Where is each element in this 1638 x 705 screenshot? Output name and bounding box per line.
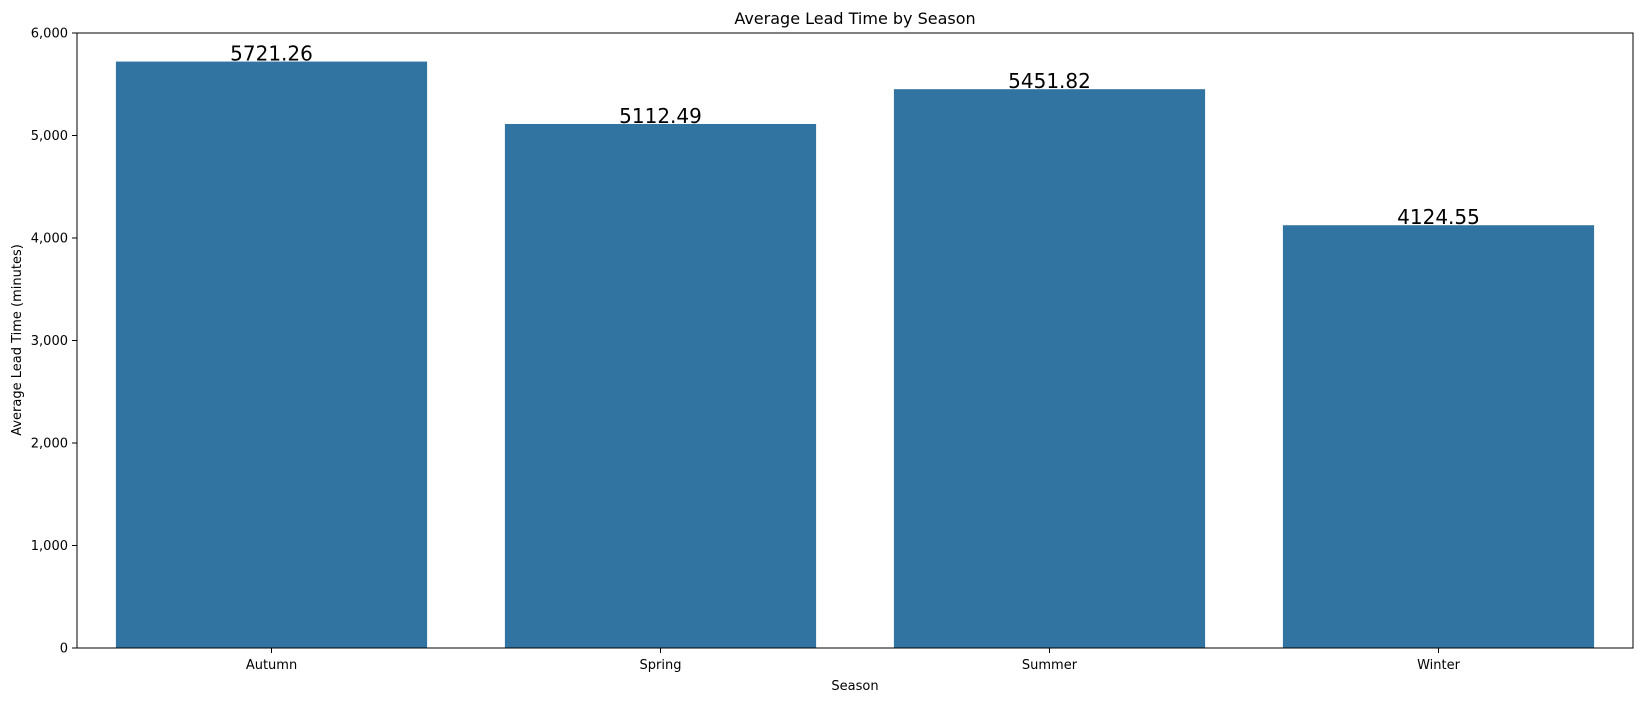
y-tick-label: 0 <box>60 642 68 657</box>
bar-winter <box>1282 225 1595 648</box>
y-axis: 0 1,000 2,000 3,000 4,000 5,000 6,000 <box>31 27 77 657</box>
y-tick-label: 1,000 <box>31 539 68 554</box>
bar-summer <box>893 89 1206 648</box>
y-tick-label: 5,000 <box>31 129 68 144</box>
value-labels: 5721.26 5112.49 5451.82 4124.55 <box>230 42 1480 230</box>
value-label-winter: 4124.55 <box>1397 205 1480 229</box>
bar-spring <box>504 123 817 648</box>
bar-autumn <box>115 61 428 648</box>
y-tick-label: 3,000 <box>31 334 68 349</box>
x-axis: Autumn Spring Summer Winter <box>246 648 1461 673</box>
y-tick-label: 4,000 <box>31 232 68 247</box>
x-tick-label-winter: Winter <box>1417 658 1461 673</box>
value-label-spring: 5112.49 <box>619 104 702 128</box>
bars <box>115 61 1595 648</box>
y-axis-label: Average Lead Time (minutes) <box>10 244 25 436</box>
x-tick-label-autumn: Autumn <box>246 658 297 673</box>
y-tick-label: 6,000 <box>31 27 68 42</box>
x-axis-label: Season <box>831 679 878 694</box>
x-tick-label-spring: Spring <box>640 658 682 673</box>
value-label-summer: 5451.82 <box>1008 69 1091 93</box>
y-tick-label: 2,000 <box>31 437 68 452</box>
x-tick-label-summer: Summer <box>1022 658 1078 673</box>
value-label-autumn: 5721.26 <box>230 42 313 66</box>
chart-title: Average Lead Time by Season <box>734 9 975 28</box>
